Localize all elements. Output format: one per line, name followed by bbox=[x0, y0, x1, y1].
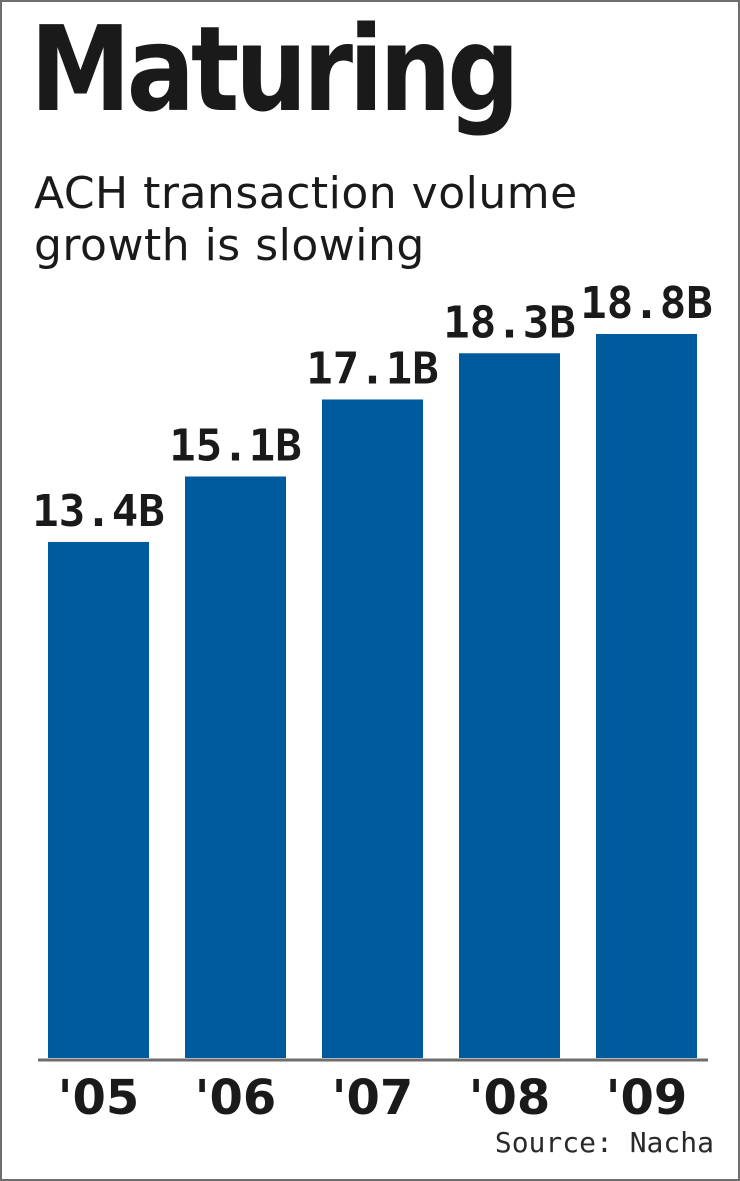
source-note: Source: Nacha bbox=[494, 1126, 714, 1159]
x-tick-label-2: '07 bbox=[332, 1070, 414, 1126]
chart-subtitle: ACH transaction volume growth is slowing bbox=[34, 168, 578, 271]
bar-value-label-4: 18.8B bbox=[580, 278, 712, 329]
chart-title: Maturing bbox=[30, 0, 520, 138]
x-tick-label-3: '08 bbox=[469, 1070, 551, 1126]
bar-4 bbox=[596, 334, 697, 1058]
x-tick-label-4: '09 bbox=[606, 1070, 688, 1126]
x-tick-label-1: '06 bbox=[195, 1070, 277, 1126]
x-tick-label-0: '05 bbox=[58, 1070, 140, 1126]
bar-value-label-3: 18.3B bbox=[443, 297, 575, 348]
bar-value-label-1: 15.1B bbox=[169, 420, 301, 471]
bar-2 bbox=[322, 399, 423, 1058]
bar-1 bbox=[185, 476, 286, 1058]
bar-3 bbox=[459, 353, 560, 1058]
bar-value-label-0: 13.4B bbox=[32, 486, 164, 537]
bar-value-label-2: 17.1B bbox=[306, 343, 438, 394]
bar-0 bbox=[48, 541, 149, 1058]
